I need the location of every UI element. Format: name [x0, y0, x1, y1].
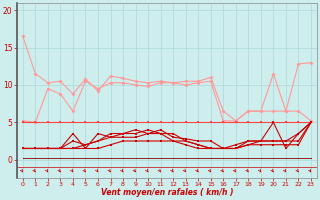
X-axis label: Vent moyen/en rafales ( km/h ): Vent moyen/en rafales ( km/h ) — [101, 188, 233, 197]
